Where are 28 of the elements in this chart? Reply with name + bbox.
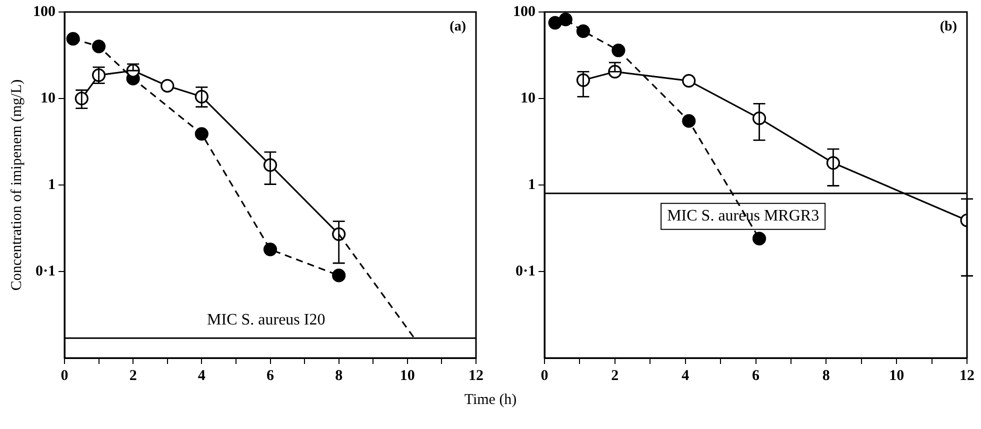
y-tick-label: 0·1 — [515, 263, 536, 280]
x-tick-label: 6 — [266, 368, 274, 384]
y-tick-label: 10 — [520, 90, 536, 106]
x-tick-label: 8 — [822, 368, 830, 384]
y-axis-title: Concentration of imipenem (mg/L) — [8, 79, 25, 291]
y-tick-label: 0·1 — [35, 263, 56, 280]
x-tick-label: 2 — [129, 368, 137, 384]
y-tick-label: 100 — [33, 4, 56, 20]
x-tick-label: 10 — [400, 368, 415, 384]
x-axis-title: Time (h) — [463, 392, 518, 409]
x-tick-label: 4 — [682, 368, 690, 384]
annotation: (a) — [450, 20, 466, 35]
x-tick-label: 4 — [198, 368, 206, 384]
x-tick-label: 6 — [752, 368, 760, 384]
y-tick-label: 1 — [48, 176, 56, 193]
x-tick-label: 8 — [335, 368, 343, 384]
x-tick-label: 0 — [540, 368, 548, 384]
x-tick-label: 12 — [960, 368, 974, 384]
y-tick-label: 1 — [528, 176, 536, 193]
x-tick-label: 10 — [889, 368, 904, 384]
x-tick-label: 2 — [611, 368, 619, 384]
x-tick-label: 0 — [60, 368, 68, 384]
y-tick-label: 100 — [513, 4, 536, 20]
x-tick-label: 12 — [468, 368, 484, 384]
ref-line-label: MIC S. aureus I20 — [207, 311, 326, 328]
ref-line-label: MIC S. aureus MRGR3 — [667, 208, 820, 225]
annotation: (b) — [940, 20, 958, 35]
y-tick-label: 10 — [40, 90, 56, 106]
